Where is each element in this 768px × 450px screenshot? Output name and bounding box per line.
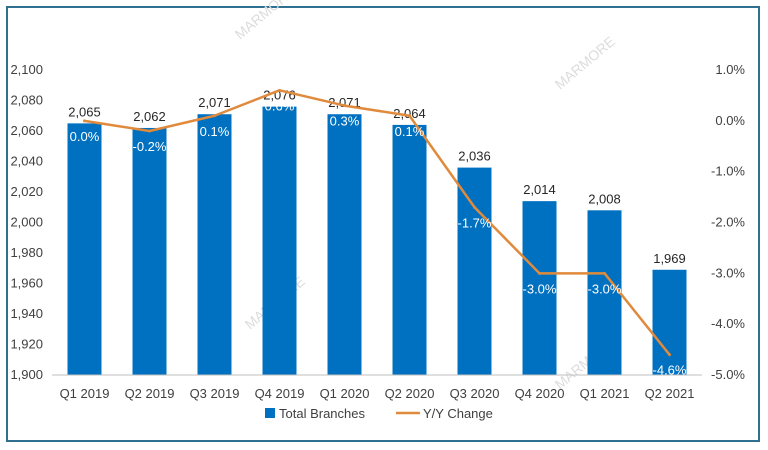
bar-value-label: 2,064 bbox=[393, 106, 426, 121]
line-point bbox=[213, 114, 216, 118]
line-point bbox=[408, 114, 411, 118]
right-axis-tick-label: 0.0% bbox=[715, 113, 745, 128]
line-value-label: -1.7% bbox=[458, 215, 492, 230]
line-value-label: 0.1% bbox=[200, 124, 230, 139]
chart-frame bbox=[6, 6, 760, 442]
left-axis-tick-label: 2,100 bbox=[10, 62, 43, 77]
line-point bbox=[538, 271, 541, 275]
line-value-label: -0.2% bbox=[133, 139, 167, 154]
bar-value-label: 2,008 bbox=[588, 191, 621, 206]
left-axis-tick-label: 1,920 bbox=[10, 337, 43, 352]
x-axis-tick-label: Q2 2020 bbox=[385, 386, 435, 401]
watermark-text: MARMORE bbox=[232, 0, 298, 42]
x-axis-tick-label: Q4 2019 bbox=[255, 386, 305, 401]
bar-value-label: 2,065 bbox=[68, 104, 101, 119]
x-axis-labels: Q1 2019 Q2 2019 Q3 2019 Q4 2019 Q1 2020 Q2 20… bbox=[60, 386, 695, 401]
left-axis-tick-label: 2,060 bbox=[10, 123, 43, 138]
x-axis-tick-label: Q1 2019 bbox=[60, 386, 110, 401]
watermark-text: MARMORE bbox=[552, 33, 618, 92]
left-axis-tick-label: 2,040 bbox=[10, 154, 43, 169]
right-axis-tick-label: -4.0% bbox=[711, 316, 745, 331]
line-value-label: 0.3% bbox=[330, 114, 360, 129]
line-point bbox=[148, 129, 151, 133]
bar bbox=[132, 127, 167, 375]
bar bbox=[327, 114, 362, 375]
line-point bbox=[83, 119, 86, 123]
x-axis-tick-label: Q4 2020 bbox=[515, 386, 565, 401]
bar bbox=[457, 167, 492, 375]
x-axis-tick-label: Q2 2021 bbox=[645, 386, 695, 401]
left-axis-tick-label: 2,000 bbox=[10, 215, 43, 230]
bar-series bbox=[67, 106, 687, 376]
bar bbox=[262, 106, 297, 375]
legend-label-total-branches: Total Branches bbox=[279, 406, 365, 421]
left-axis: 1,900 1,920 1,940 1,960 1,980 2,000 2,020 2,040… bbox=[10, 62, 43, 382]
line-value-label: -4.6% bbox=[653, 363, 687, 378]
right-axis-tick-label: 1.0% bbox=[715, 62, 745, 77]
left-axis-tick-label: 2,080 bbox=[10, 93, 43, 108]
line-point bbox=[668, 353, 671, 357]
line-point bbox=[603, 271, 606, 275]
right-axis: -5.0% -4.0% -3.0% -2.0% -1.0% 0.0% 1.0% bbox=[711, 62, 745, 382]
legend-swatch-total-branches bbox=[265, 408, 275, 418]
line-value-labels: 0.0% -0.2% 0.1% 0.6% 0.3% 0.1% -1.7% -3.0% -3.0%… bbox=[70, 98, 687, 377]
x-axis-tick-label: Q3 2020 bbox=[450, 386, 500, 401]
x-axis-tick-label: Q3 2019 bbox=[190, 386, 240, 401]
bar-value-label: 2,014 bbox=[523, 182, 556, 197]
left-axis-tick-label: 1,940 bbox=[10, 306, 43, 321]
legend-label-yy-change: Y/Y Change bbox=[423, 406, 493, 421]
bar bbox=[587, 210, 622, 375]
line-value-label: 0.0% bbox=[70, 129, 100, 144]
x-axis-tick-label: Q2 2019 bbox=[125, 386, 175, 401]
line-point bbox=[278, 88, 281, 92]
right-axis-tick-label: -1.0% bbox=[711, 164, 745, 179]
left-axis-tick-label: 1,900 bbox=[10, 367, 43, 382]
bar-value-label: 2,036 bbox=[458, 149, 491, 164]
right-axis-tick-label: -2.0% bbox=[711, 215, 745, 230]
bar bbox=[652, 269, 687, 375]
bar-value-label: 2,071 bbox=[198, 95, 231, 110]
bar-value-label: 2,062 bbox=[133, 109, 166, 124]
line-value-label: 0.6% bbox=[265, 98, 295, 113]
bar-value-label: 1,969 bbox=[653, 251, 686, 266]
legend: Total Branches Y/Y Change bbox=[265, 406, 493, 421]
left-axis-tick-label: 2,020 bbox=[10, 184, 43, 199]
left-axis-tick-label: 1,980 bbox=[10, 245, 43, 260]
line-value-label: 0.1% bbox=[395, 124, 425, 139]
line-value-label: -3.0% bbox=[523, 281, 557, 296]
bar bbox=[522, 201, 557, 375]
right-axis-tick-label: -5.0% bbox=[711, 367, 745, 382]
right-axis-tick-label: -3.0% bbox=[711, 265, 745, 280]
bar bbox=[67, 123, 102, 375]
line-value-label: -3.0% bbox=[588, 281, 622, 296]
x-axis-tick-label: Q1 2021 bbox=[580, 386, 630, 401]
line-point bbox=[343, 104, 346, 108]
line-series bbox=[83, 88, 671, 357]
bar bbox=[197, 114, 232, 375]
bar-value-labels: 2,065 2,0622,0712,0762,0712,0642,0362,014… bbox=[68, 88, 686, 266]
x-axis-tick-label: Q1 2020 bbox=[320, 386, 370, 401]
yy-change-line bbox=[84, 89, 671, 356]
left-axis-tick-label: 1,960 bbox=[10, 276, 43, 291]
line-point bbox=[473, 205, 476, 209]
bar bbox=[392, 124, 427, 376]
